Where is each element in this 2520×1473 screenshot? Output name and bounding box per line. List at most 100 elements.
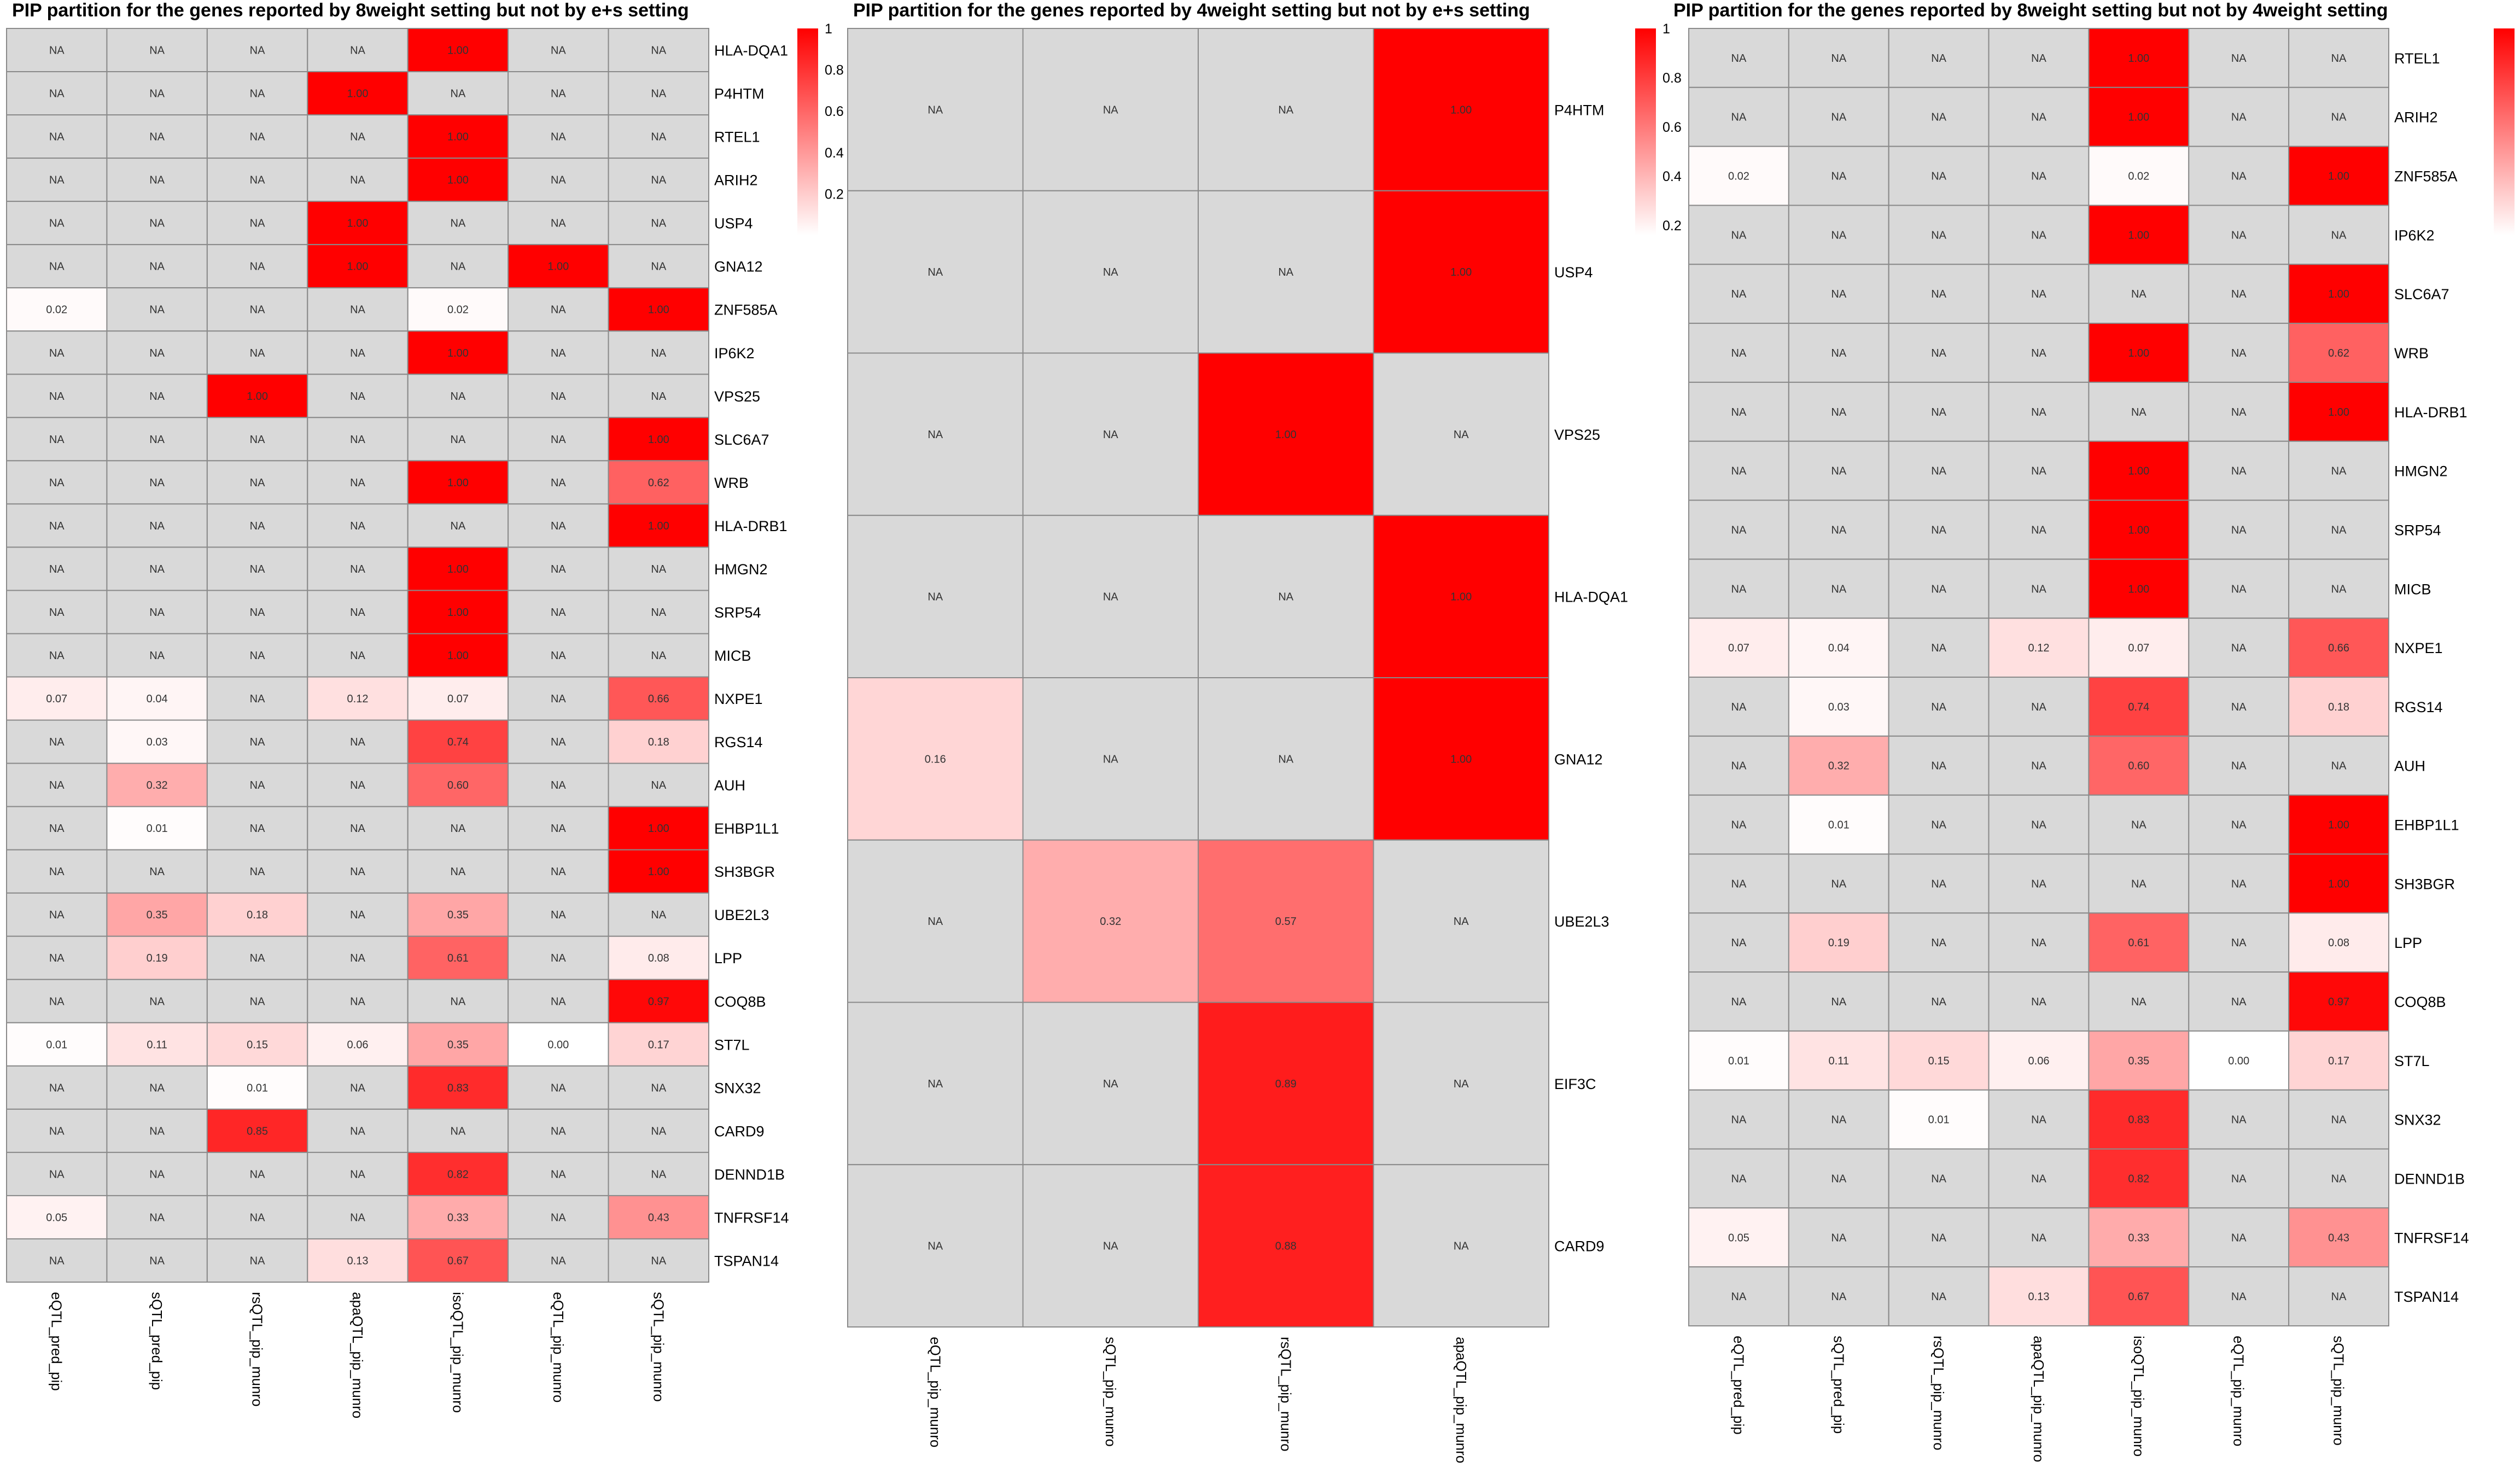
cell-label: NA bbox=[2031, 701, 2046, 713]
cell-label: NA bbox=[1103, 591, 1118, 603]
row-label: NXPE1 bbox=[2394, 640, 2443, 656]
column-label: sQTL_pip_munro bbox=[2331, 1336, 2347, 1446]
heatmap-cell bbox=[2288, 381, 2390, 442]
heatmap-cell bbox=[1198, 1164, 1374, 1328]
cell-label: 0.97 bbox=[648, 995, 669, 1008]
heatmap-cell bbox=[407, 460, 509, 505]
cell-label: NA bbox=[350, 995, 365, 1008]
heatmap-cell bbox=[6, 244, 108, 289]
cell-label: NA bbox=[551, 650, 566, 662]
cell-label: NA bbox=[149, 1082, 165, 1094]
heatmap-cell bbox=[2188, 499, 2290, 560]
row-label: SH3BGR bbox=[714, 864, 775, 880]
heatmap-cell bbox=[1888, 1148, 1990, 1209]
row-label: SLC6A7 bbox=[714, 432, 769, 448]
column-label: isoQTL_pip_munro bbox=[450, 1292, 466, 1413]
cell-label: 0.02 bbox=[1728, 171, 1749, 183]
row-label: DENND1B bbox=[714, 1166, 785, 1183]
row-label: ZNF585A bbox=[2394, 168, 2458, 185]
row-label: TSPAN14 bbox=[2394, 1289, 2459, 1305]
column-label: apaQTL_pip_munro bbox=[349, 1292, 366, 1418]
cell-label: 0.03 bbox=[147, 736, 168, 748]
cell-label: 1.00 bbox=[648, 520, 669, 532]
cell-label: 0.01 bbox=[247, 1082, 268, 1094]
heatmap-cell bbox=[1988, 677, 2090, 737]
cell-label: 1.00 bbox=[2128, 583, 2149, 595]
heatmap-cell bbox=[6, 503, 108, 548]
heatmap-cell bbox=[2288, 499, 2390, 560]
heatmap-cell bbox=[2088, 499, 2190, 560]
cell-label: NA bbox=[1931, 819, 1946, 831]
row-label: ST7L bbox=[714, 1037, 750, 1053]
cell-label: NA bbox=[1931, 524, 1946, 536]
cell-label: NA bbox=[651, 131, 666, 143]
cell-label: 0.17 bbox=[648, 1039, 669, 1051]
cell-label: NA bbox=[149, 261, 165, 273]
column-label: apaQTL_pip_munro bbox=[2031, 1336, 2047, 1462]
cell-label: 0.60 bbox=[447, 779, 469, 791]
cell-label: NA bbox=[928, 1078, 943, 1090]
cell-label: NA bbox=[1731, 878, 1747, 890]
heatmap-cell bbox=[206, 1022, 308, 1067]
heatmap-cell bbox=[407, 546, 509, 591]
cell-label: 1.00 bbox=[547, 261, 569, 273]
cell-label: NA bbox=[651, 1255, 666, 1267]
column-label: sQTL_pred_pip bbox=[149, 1292, 165, 1390]
cell-label: NA bbox=[250, 1255, 265, 1267]
cell-label: 0.17 bbox=[2328, 1055, 2349, 1067]
cell-label: NA bbox=[350, 1125, 365, 1137]
cell-label: 0.43 bbox=[648, 1212, 669, 1224]
cell-label: NA bbox=[651, 391, 666, 403]
cell-label: NA bbox=[1831, 878, 1846, 890]
cell-label: NA bbox=[1454, 1241, 1469, 1253]
heatmap-cell bbox=[1022, 1002, 1199, 1166]
cell-label: NA bbox=[2031, 1232, 2046, 1244]
cell-label: NA bbox=[2231, 112, 2247, 124]
heatmap-cell bbox=[1022, 28, 1199, 191]
heatmap-cell bbox=[508, 158, 609, 202]
cell-label: NA bbox=[1831, 465, 1846, 478]
cell-label: NA bbox=[2031, 760, 2046, 772]
cell-label: NA bbox=[2031, 524, 2046, 536]
cell-label: NA bbox=[2231, 1114, 2247, 1126]
cell-label: NA bbox=[2231, 1291, 2247, 1303]
cell-label: NA bbox=[2031, 288, 2046, 300]
heatmap-cell bbox=[608, 806, 709, 851]
cell-label: NA bbox=[551, 1082, 566, 1094]
heatmap-cell bbox=[847, 28, 1024, 191]
legend-colorbar bbox=[1635, 28, 1656, 235]
heatmap-cell bbox=[1888, 735, 1990, 796]
row-label: COQ8B bbox=[714, 993, 766, 1010]
cell-label: NA bbox=[928, 104, 943, 116]
row-label: SLC6A7 bbox=[2394, 286, 2449, 302]
heatmap-cell bbox=[1688, 912, 1789, 973]
row-label: VPS25 bbox=[714, 388, 760, 405]
cell-label: NA bbox=[149, 650, 165, 662]
heatmap-cell bbox=[206, 1238, 308, 1283]
cell-label: NA bbox=[651, 261, 666, 273]
cell-label: 0.07 bbox=[1728, 642, 1749, 654]
cell-label: NA bbox=[49, 1082, 65, 1094]
cell-label: NA bbox=[350, 952, 365, 964]
heatmap-cell bbox=[6, 1108, 108, 1153]
heatmap-cell bbox=[508, 287, 609, 332]
row-label: UBE2L3 bbox=[1554, 913, 1609, 930]
heatmap-cell bbox=[407, 287, 509, 332]
cell-label: NA bbox=[551, 995, 566, 1008]
cell-label: NA bbox=[250, 693, 265, 705]
heatmap-cell bbox=[847, 190, 1024, 354]
heatmap-cell bbox=[206, 546, 308, 591]
row-label: MICB bbox=[714, 648, 751, 664]
cell-label: 0.32 bbox=[147, 779, 168, 791]
heatmap-cell bbox=[1888, 86, 1990, 147]
heatmap-cell bbox=[206, 806, 308, 851]
heatmap-cell bbox=[608, 1195, 709, 1239]
column-label: sQTL_pip_munro bbox=[1102, 1337, 1119, 1447]
row-label: AUH bbox=[714, 777, 745, 794]
cell-label: NA bbox=[350, 304, 365, 316]
heatmap-cell bbox=[1988, 381, 2090, 442]
row-label: WRB bbox=[2394, 345, 2429, 362]
cell-label: 0.35 bbox=[2128, 1055, 2149, 1067]
cell-label: NA bbox=[551, 1125, 566, 1137]
heatmap-cell bbox=[307, 1238, 409, 1283]
